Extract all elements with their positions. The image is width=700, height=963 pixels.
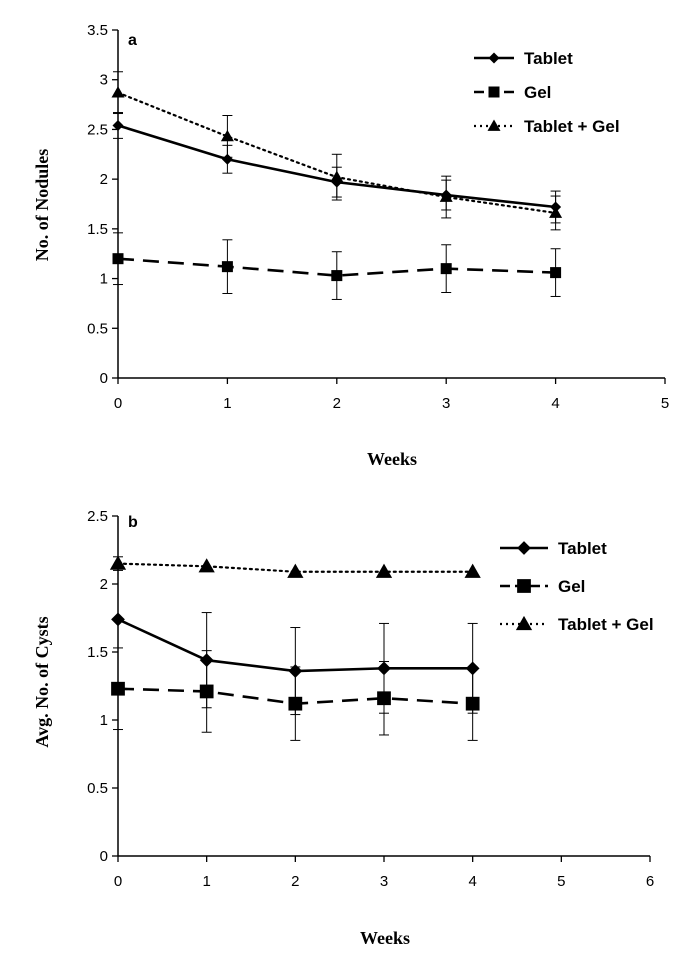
data-point [331,270,343,282]
x-tick-label: 3 [442,395,450,412]
x-axis-title: Weeks [367,449,417,469]
series-triangle [111,71,563,231]
x-tick-label: 5 [557,873,565,890]
series-line [117,257,556,277]
y-tick-label: 1 [100,271,108,288]
y-tick-label: 3 [100,72,108,89]
data-point [111,86,125,98]
chart-b: b Weeks Avg. No. of Cysts 0 0.5 1 1.5 2 2.5 0 1… [32,508,654,948]
data-point [465,696,480,711]
data-point [464,563,481,578]
y-tick-label: 3.5 [87,22,108,39]
series-line [116,562,474,573]
data-point [199,684,214,699]
series-square [112,232,562,300]
data-point [221,261,233,273]
data-point [109,555,127,570]
legend-label: Tablet + Gel [524,117,620,136]
data-point [550,267,562,279]
series-triangle [109,555,481,578]
data-point [198,558,215,573]
data-point [375,563,393,578]
data-point [288,696,303,711]
panel-label: b [128,514,138,531]
y-tick-label: 1 [100,712,108,729]
y-tick-label: 2 [100,576,108,593]
x-tick-label: 4 [468,873,476,890]
y-tick-label: 0 [100,370,108,387]
data-point [111,681,125,696]
y-tick-label: 2.5 [87,121,108,138]
series-square [111,647,480,741]
legend-marker [488,52,500,64]
data-point [221,153,233,165]
plot-area: 0 0.5 1 1.5 2 2.5 3 3.5 0 1 2 3 4 5 [87,22,669,412]
y-tick-label: 2 [100,171,108,188]
legend-label: Gel [524,83,551,102]
x-tick-label: 6 [646,873,654,890]
panel-label: a [128,32,137,49]
x-tick-label: 0 [114,873,122,890]
legend-label: Tablet [558,539,607,558]
y-tick-label: 1.5 [87,644,108,661]
legend-label: Tablet + Gel [558,615,654,634]
y-tick-label: 1.5 [87,221,108,238]
y-tick-label: 0.5 [87,780,108,797]
x-tick-label: 2 [333,395,341,412]
x-tick-label: 1 [223,395,231,412]
y-tick-label: 0 [100,848,108,865]
data-point [112,253,124,265]
chart-a: a Weeks No. of Nodules 00.511.522.533.50… [32,22,669,469]
data-point [112,119,124,131]
data-point [440,263,452,275]
y-tick-label: 0.5 [87,320,108,337]
data-point [287,563,304,578]
legend-marker [487,119,501,131]
data-point [377,691,391,706]
x-tick-label: 2 [291,873,299,890]
x-tick-label: 3 [380,873,388,890]
legend-label: Gel [558,577,585,596]
x-tick-label: 5 [661,395,669,412]
legend-marker [517,579,531,593]
data-point [330,170,344,183]
legend: Tablet Gel Tablet + Gel [474,49,620,136]
y-axis-title: No. of Nodules [32,149,52,262]
legend-marker [517,541,531,555]
legend-marker [488,86,500,98]
data-point [439,190,453,202]
x-tick-label: 1 [202,873,210,890]
plot-area: 0 0.5 1 1.5 2 2.5 0 1 2 3 4 5 6 [87,508,654,890]
y-tick-label: 2.5 [87,508,108,525]
y-axis-title: Avg. No. of Cysts [32,616,52,747]
data-point [220,129,234,142]
legend-label: Tablet [524,49,573,68]
data-point [549,206,563,218]
data-point [111,612,125,627]
legend-marker [515,615,533,631]
x-tick-label: 4 [551,395,559,412]
x-tick-label: 0 [114,395,122,412]
legend: Tablet Gel Tablet + Gel [500,539,654,634]
x-axis-title: Weeks [360,928,410,948]
